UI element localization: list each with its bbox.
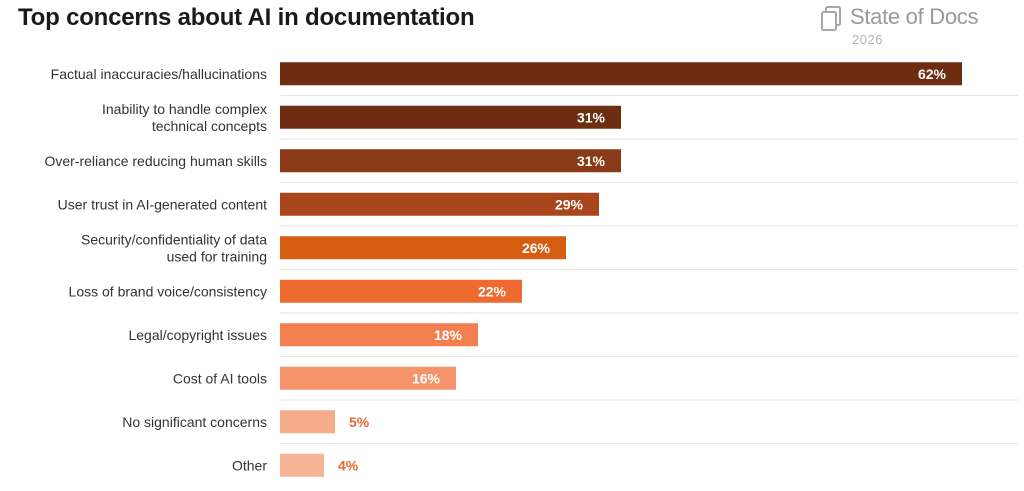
bar: [280, 62, 962, 86]
bar: [280, 105, 621, 129]
category-label: Cost of AI tools: [173, 370, 267, 386]
brand-year: 2026: [852, 32, 883, 47]
category-label: Other: [232, 457, 267, 473]
category-label: Inability to handle complex technical con…: [102, 101, 267, 134]
category-label: Security/confidentiality of data used for…: [81, 231, 267, 264]
bar: [280, 323, 478, 347]
value-label: 18%: [434, 327, 463, 343]
value-label: 31%: [577, 153, 606, 169]
value-label: 26%: [522, 240, 551, 256]
value-label: 4%: [338, 457, 359, 473]
category-label: Factual inaccuracies/hallucinations: [51, 66, 267, 82]
category-label: No significant concerns: [122, 414, 267, 430]
bar: [280, 236, 566, 260]
bar: [280, 192, 599, 216]
category-label: Over-reliance reducing human skills: [44, 153, 267, 169]
value-label: 31%: [577, 109, 606, 125]
bar: [280, 149, 621, 173]
brand-name: State of Docs: [850, 4, 979, 29]
bar: [280, 366, 456, 390]
bar: [280, 279, 522, 303]
category-label: User trust in AI-generated content: [58, 196, 267, 212]
value-label: 16%: [412, 370, 441, 386]
value-label: 29%: [555, 196, 584, 212]
bar: [280, 453, 324, 477]
value-label: 62%: [918, 66, 947, 82]
category-label: Loss of brand voice/consistency: [69, 283, 267, 299]
document-stack-icon: [821, 6, 841, 31]
bar: [280, 410, 335, 434]
value-label: 5%: [349, 414, 370, 430]
chart-title: Top concerns about AI in documentation: [18, 4, 475, 31]
category-label: Legal/copyright issues: [128, 327, 267, 343]
value-label: 22%: [478, 283, 507, 299]
brand-logo: State of Docs 2026: [814, 4, 1004, 48]
